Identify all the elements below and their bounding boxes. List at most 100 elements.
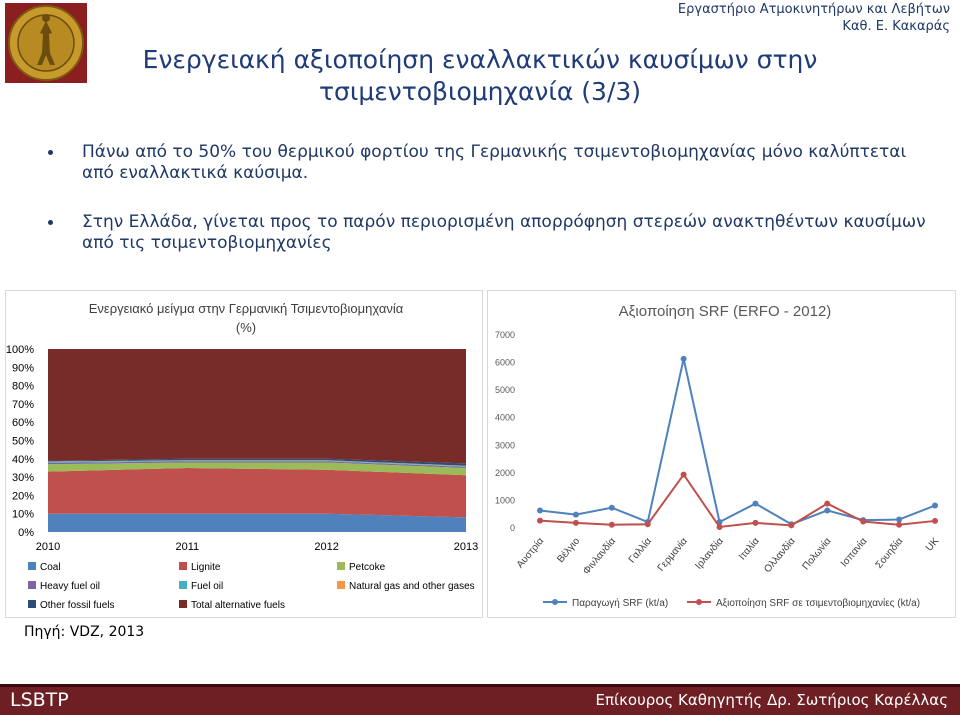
x-tick-label: Ιταλία xyxy=(736,535,762,562)
y-tick-label: 5000 xyxy=(495,385,515,395)
area-series xyxy=(48,349,466,464)
x-tick-label: Γερμανία xyxy=(655,535,690,574)
data-point xyxy=(896,521,903,528)
data-point xyxy=(572,511,579,518)
x-tick-label: Γαλλία xyxy=(626,535,654,565)
y-tick-label: 90% xyxy=(12,362,34,374)
legend-swatch xyxy=(179,600,187,608)
y-tick-label: 2000 xyxy=(495,468,515,478)
university-logo xyxy=(5,3,87,83)
area-series xyxy=(48,462,466,476)
y-tick-label: 100% xyxy=(6,344,34,356)
x-tick-label: 2011 xyxy=(176,541,200,553)
legend-swatch xyxy=(179,562,187,570)
legend-marker xyxy=(696,599,702,605)
y-tick-label: 10% xyxy=(12,509,34,521)
y-tick-label: 60% xyxy=(12,417,34,429)
chart-title-line-1: Ενεργειακό μείγμα στην Γερμανική Τσιμεντ… xyxy=(89,301,404,316)
data-point xyxy=(824,500,831,507)
y-tick-label: 4000 xyxy=(495,413,515,423)
data-point xyxy=(537,507,543,514)
area-series xyxy=(48,460,466,467)
professor-name: Καθ. Ε. Κακαράς xyxy=(842,19,950,34)
legend-swatch xyxy=(28,581,36,589)
data-point xyxy=(752,500,759,507)
lab-header: Εργαστήριο Ατμοκινητήρων και Λεβήτων Καθ… xyxy=(678,1,950,35)
x-tick-label: Σουηδία xyxy=(873,535,906,571)
x-tick-label: 2013 xyxy=(454,541,478,553)
bullet-item: Στην Ελλάδα, γίνεται προς το παρόν περιο… xyxy=(48,212,928,254)
data-point xyxy=(932,517,938,524)
source-note: Πηγή: VDZ, 2013 xyxy=(24,624,145,640)
chart-title: Αξιοποίηση SRF (ERFO - 2012) xyxy=(619,303,832,320)
legend-label: Lignite xyxy=(191,562,221,573)
bullet-text: Στην Ελλάδα, γίνεται προς το παρόν περιο… xyxy=(82,212,926,253)
bullet-text: Πάνω από το 50% του θερμικού φορτίου της… xyxy=(82,142,907,183)
x-tick-label: Αυστρία xyxy=(514,535,546,570)
x-tick-label: Βέλγιο xyxy=(554,535,582,565)
x-tick-label: Ισπανία xyxy=(838,535,870,569)
area-series xyxy=(48,467,466,518)
x-tick-label: UK xyxy=(924,536,942,554)
footer-divider xyxy=(0,684,960,687)
energy-mix-chart: Ενεργειακό μείγμα στην Γερμανική Τσιμεντ… xyxy=(6,301,478,611)
x-tick-label: 2012 xyxy=(314,541,338,553)
y-tick-label: 50% xyxy=(12,436,34,448)
x-tick-label: Πολωνία xyxy=(800,535,834,572)
line-series xyxy=(539,472,936,529)
data-point xyxy=(608,504,615,511)
chart-title-line-2: (%) xyxy=(236,320,256,335)
data-point xyxy=(680,355,687,362)
data-point xyxy=(896,516,903,523)
energy-mix-chart-panel: Ενεργειακό μείγμα στην Γερμανική Τσιμεντ… xyxy=(5,290,483,618)
srf-chart: Αξιοποίηση SRF (ERFO - 2012) 0 1000 2000 30… xyxy=(495,303,942,609)
legend-label: Αξιοποίηση SRF σε τσιμεντοβιομηχανίες (k… xyxy=(716,597,920,609)
data-point xyxy=(788,522,795,529)
legend-swatch xyxy=(28,562,36,570)
y-tick-label: 6000 xyxy=(495,358,515,368)
title-line-2: τσιμεντοβιομηχανία (3/3) xyxy=(318,77,642,106)
srf-chart-panel: Αξιοποίηση SRF (ERFO - 2012) 0 1000 2000 30… xyxy=(487,290,956,618)
legend-label: Fuel oil xyxy=(191,581,223,592)
data-point xyxy=(752,519,759,526)
data-point xyxy=(537,517,543,524)
legend-label: Total alternative fuels xyxy=(191,600,285,611)
area-series xyxy=(48,513,466,532)
area-series xyxy=(48,461,466,468)
y-tick-label: 20% xyxy=(12,490,34,502)
legend-label: Heavy fuel oil xyxy=(40,581,100,592)
y-tick-label: 0% xyxy=(18,527,34,539)
y-tick-label: 40% xyxy=(12,454,34,466)
y-tick-label: 30% xyxy=(12,472,34,484)
page-title: Ενεργειακή αξιοποίηση εναλλακτικών καυσί… xyxy=(100,44,860,108)
footer-bar: LSBTP Επίκουρος Καθηγητής Δρ. Σωτήριος Κ… xyxy=(0,684,960,715)
legend-swatch xyxy=(337,562,345,570)
y-tick-label: 80% xyxy=(12,381,34,393)
legend-marker xyxy=(552,599,558,605)
data-point xyxy=(716,524,723,530)
bullet-icon xyxy=(48,150,53,155)
legend-label: Petcoke xyxy=(349,562,386,573)
legend-label: Natural gas and other gases xyxy=(349,581,475,592)
title-line-1: Ενεργειακή αξιοποίηση εναλλακτικών καυσί… xyxy=(142,45,818,74)
data-point xyxy=(932,502,938,509)
x-tick-label: Ιρλανδία xyxy=(693,535,726,572)
bullet-item: Πάνω από το 50% του θερμικού φορτίου της… xyxy=(48,142,928,184)
legend-label: Other fossil fuels xyxy=(40,600,114,611)
bullet-list: Πάνω από το 50% του θερμικού φορτίου της… xyxy=(48,142,928,282)
bullet-icon xyxy=(48,220,53,225)
legend-swatch xyxy=(28,600,36,608)
footer-left-label: LSBTP xyxy=(10,689,69,711)
data-point xyxy=(608,521,615,528)
footer-author: Επίκουρος Καθηγητής Δρ. Σωτήριος Καρέλλα… xyxy=(595,691,949,709)
y-tick-label: 70% xyxy=(12,399,34,411)
data-point xyxy=(572,519,579,526)
legend-swatch xyxy=(337,581,345,589)
lab-name: Εργαστήριο Ατμοκινητήρων και Λεβήτων xyxy=(677,2,950,17)
legend-label: Coal xyxy=(40,562,61,573)
data-point xyxy=(824,507,831,514)
y-tick-label: 0 xyxy=(510,523,515,533)
legend-swatch xyxy=(179,581,187,589)
x-tick-label: Φινλανδία xyxy=(580,535,618,577)
data-point xyxy=(860,518,867,525)
